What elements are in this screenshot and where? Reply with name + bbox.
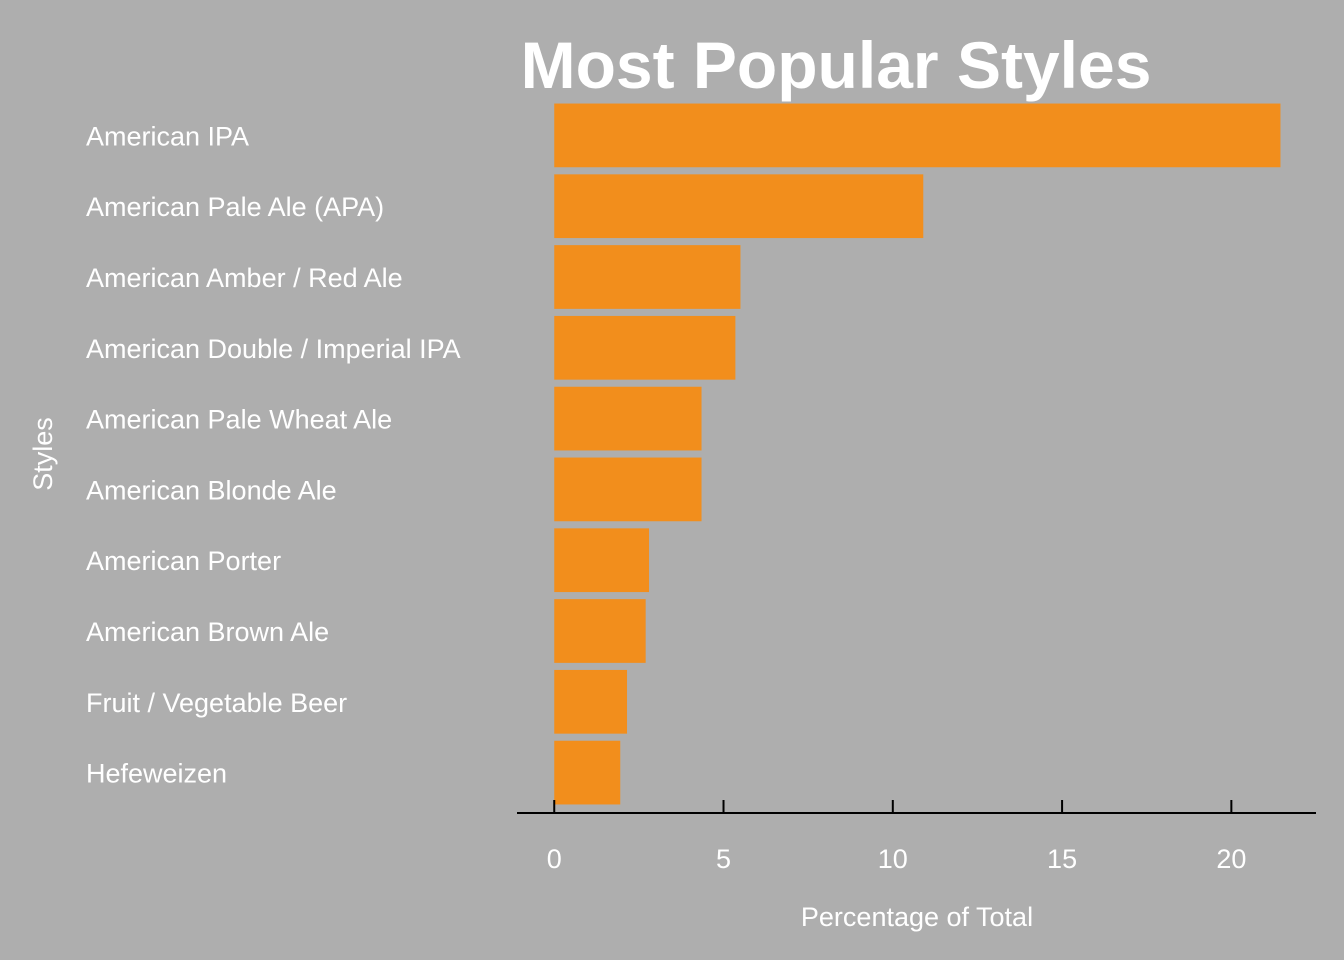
category-label-10: Hefeweizen bbox=[86, 759, 227, 789]
bar-3 bbox=[554, 245, 741, 309]
bar-1 bbox=[554, 103, 1281, 168]
category-label-8: American Brown Ale bbox=[86, 617, 329, 647]
chart-title: Most Popular Styles bbox=[521, 28, 1152, 102]
category-label-4: American Double / Imperial IPA bbox=[86, 334, 461, 364]
bars-group bbox=[554, 103, 1281, 805]
x-tick-label-3: 10 bbox=[878, 844, 908, 874]
x-ticks-group: 0 5 10 15 20 bbox=[547, 800, 1246, 874]
category-label-3: American Amber / Red Ale bbox=[86, 263, 403, 293]
x-axis-title: Percentage of Total bbox=[801, 902, 1033, 932]
bar-2 bbox=[554, 174, 924, 239]
x-tick-label-1: 0 bbox=[547, 844, 562, 874]
category-label-1: American IPA bbox=[86, 121, 249, 151]
bar-5 bbox=[554, 386, 702, 451]
category-label-2: American Pale Ale (APA) bbox=[86, 192, 384, 222]
category-label-6: American Blonde Ale bbox=[86, 475, 337, 505]
category-label-7: American Porter bbox=[86, 546, 281, 576]
y-axis-title: Styles bbox=[28, 417, 58, 491]
bar-9 bbox=[554, 669, 628, 734]
x-tick-label-5: 20 bbox=[1216, 844, 1246, 874]
x-tick-label-2: 5 bbox=[716, 844, 731, 874]
category-label-5: American Pale Wheat Ale bbox=[86, 405, 392, 435]
category-labels-group: American IPA American Pale Ale (APA) Ameri… bbox=[86, 121, 461, 788]
bar-8 bbox=[554, 599, 646, 663]
bar-10 bbox=[554, 740, 621, 805]
bar-4 bbox=[554, 315, 736, 380]
bar-6 bbox=[554, 457, 702, 522]
x-tick-label-4: 15 bbox=[1047, 844, 1077, 874]
bar-7 bbox=[554, 528, 650, 593]
category-label-9: Fruit / Vegetable Beer bbox=[86, 688, 347, 718]
